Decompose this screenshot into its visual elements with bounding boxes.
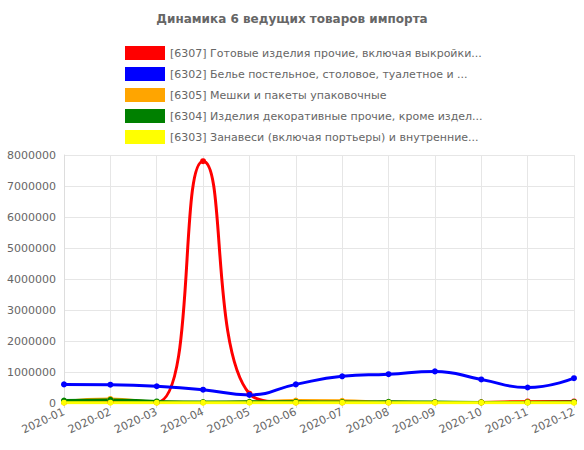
svg-text:6000000: 6000000 [7, 211, 56, 224]
svg-text:[6307] Готовые изделия прочие,: [6307] Готовые изделия прочие, включая в… [170, 47, 482, 60]
svg-text:2020-07: 2020-07 [298, 405, 345, 436]
svg-text:2020-11: 2020-11 [483, 405, 530, 436]
svg-text:2020-12: 2020-12 [530, 405, 577, 436]
svg-text:Динамика 6 ведущих товаров имп: Динамика 6 ведущих товаров импорта [156, 12, 427, 26]
svg-text:1000000: 1000000 [7, 366, 56, 379]
svg-text:8000000: 8000000 [7, 149, 56, 162]
svg-text:[6303] Занавеси (включая порть: [6303] Занавеси (включая портьеры) и вну… [170, 131, 479, 144]
svg-text:2000000: 2000000 [7, 335, 56, 348]
svg-text:2020-05: 2020-05 [205, 405, 252, 436]
svg-text:3000000: 3000000 [7, 304, 56, 317]
svg-text:2020-04: 2020-04 [159, 405, 206, 436]
svg-text:2020-02: 2020-02 [66, 405, 113, 436]
svg-text:2020-09: 2020-09 [391, 405, 438, 436]
svg-text:0: 0 [49, 396, 56, 410]
svg-text:[6304] Изделия декоративные пр: [6304] Изделия декоративные прочие, кром… [170, 110, 483, 123]
svg-text:[6305] Мешки и пакеты упаковоч: [6305] Мешки и пакеты упаковочные [170, 89, 387, 102]
svg-text:5000000: 5000000 [7, 242, 56, 255]
svg-text:2020-10: 2020-10 [437, 405, 484, 436]
svg-text:[6302] Белье постельное, столо: [6302] Белье постельное, столовое, туале… [170, 68, 468, 81]
svg-text:2020-08: 2020-08 [344, 405, 391, 436]
svg-text:7000000: 7000000 [7, 180, 56, 193]
svg-text:2020-06: 2020-06 [251, 405, 298, 436]
svg-text:2020-01: 2020-01 [20, 405, 67, 436]
svg-text:2020-03: 2020-03 [112, 405, 159, 436]
svg-text:4000000: 4000000 [7, 273, 56, 286]
